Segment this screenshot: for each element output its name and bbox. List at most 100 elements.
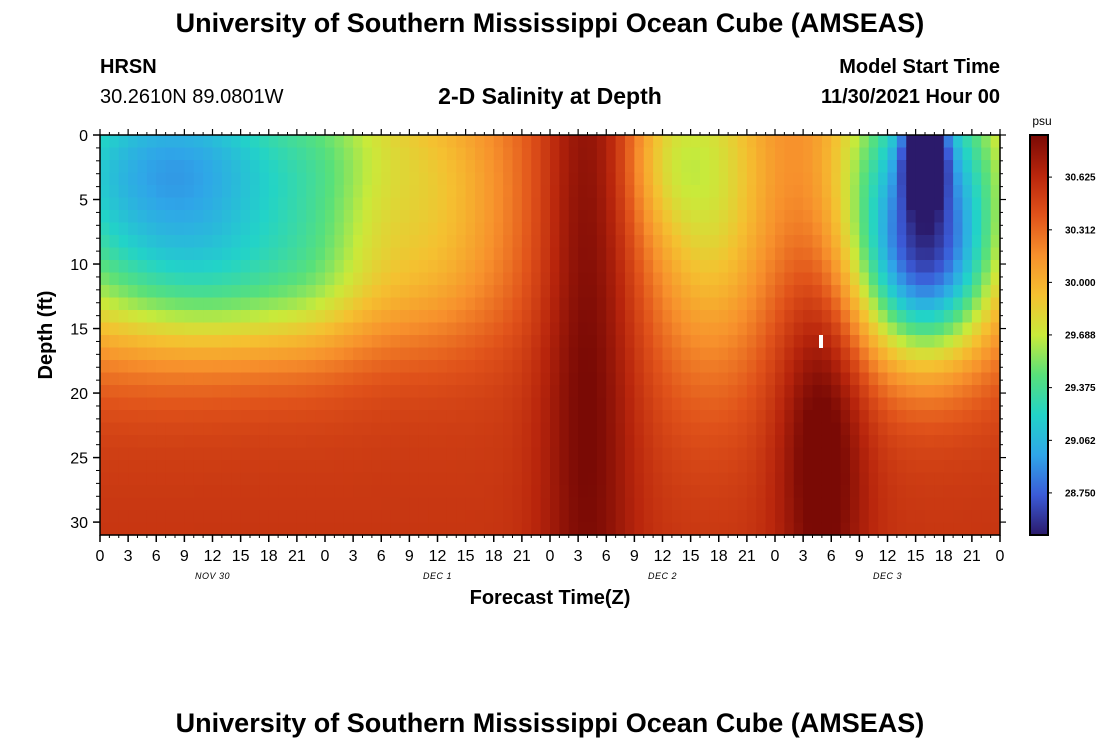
- heatmap-cell: [109, 272, 120, 286]
- heatmap-cell: [175, 322, 185, 336]
- heatmap-cell: [700, 510, 710, 524]
- heatmap-cell: [465, 135, 476, 149]
- heatmap-cell: [512, 447, 523, 461]
- heatmap-cell: [756, 397, 767, 411]
- heatmap-cell: [662, 497, 673, 511]
- heatmap-cell: [212, 197, 223, 211]
- heatmap-cell: [568, 260, 579, 274]
- heatmap-cell: [915, 272, 926, 286]
- heatmap-cell: [268, 210, 279, 224]
- heatmap-cell: [503, 272, 514, 286]
- heatmap-cell: [521, 222, 532, 236]
- heatmap-cell: [203, 235, 214, 249]
- heatmap-cell: [615, 272, 626, 286]
- heatmap-cell: [193, 435, 204, 449]
- heatmap-cell: [484, 397, 495, 411]
- heatmap-cell: [728, 135, 739, 149]
- heatmap-cell: [259, 435, 270, 449]
- heatmap-cell: [503, 247, 514, 261]
- heatmap-cell: [803, 310, 814, 324]
- heatmap-cell: [653, 310, 664, 324]
- heatmap-cell: [484, 260, 495, 274]
- heatmap-cell: [971, 447, 982, 461]
- heatmap-cell: [615, 385, 626, 399]
- heatmap-cell: [859, 272, 870, 286]
- heatmap-cell: [128, 272, 139, 286]
- heatmap-cell: [418, 460, 429, 474]
- heatmap-cell: [765, 447, 776, 461]
- heatmap-cell: [756, 410, 767, 424]
- heatmap-cell: [221, 160, 232, 174]
- heatmap-cell: [503, 135, 514, 149]
- heatmap-cell: [625, 385, 635, 399]
- heatmap-cell: [446, 510, 457, 524]
- heatmap-cell: [634, 222, 645, 236]
- heatmap-cell: [803, 172, 814, 186]
- heatmap-cell: [943, 272, 954, 286]
- colorbar-tick-label: 29.688: [1065, 330, 1096, 341]
- heatmap-cell: [268, 335, 279, 349]
- heatmap-cell: [493, 235, 504, 249]
- heatmap-cell: [765, 322, 776, 336]
- heatmap-cell: [962, 235, 973, 249]
- heatmap-cell: [625, 160, 635, 174]
- heatmap-cell: [700, 197, 710, 211]
- heatmap-cell: [625, 285, 635, 299]
- heatmap-cell: [737, 297, 748, 311]
- heatmap-cell: [362, 447, 373, 461]
- heatmap-cell: [409, 272, 420, 286]
- heatmap-cell: [643, 322, 654, 336]
- heatmap-cell: [287, 297, 298, 311]
- heatmap-cell: [868, 360, 879, 374]
- heatmap-cell: [287, 322, 298, 336]
- heatmap-cell: [812, 485, 823, 499]
- heatmap-cell: [146, 235, 157, 249]
- heatmap-cell: [793, 410, 804, 424]
- heatmap-cell: [662, 510, 673, 524]
- heatmap-cell: [306, 347, 317, 361]
- heatmap-cell: [859, 297, 870, 311]
- heatmap-cell: [756, 472, 767, 486]
- heatmap-cell: [606, 447, 617, 461]
- heatmap-cell: [831, 397, 842, 411]
- heatmap-cell: [606, 385, 617, 399]
- heatmap-cell: [971, 360, 982, 374]
- heatmap-cell: [109, 410, 120, 424]
- heatmap-cell: [231, 197, 242, 211]
- heatmap-cell: [887, 435, 898, 449]
- heatmap-cell: [437, 447, 448, 461]
- heatmap-cell: [203, 310, 214, 324]
- heatmap-cell: [915, 185, 926, 199]
- heatmap-cell: [615, 472, 626, 486]
- heatmap-cell: [953, 335, 964, 349]
- heatmap-cell: [418, 447, 429, 461]
- heatmap-cell: [343, 335, 354, 349]
- heatmap-cell: [981, 410, 992, 424]
- heatmap-cell: [156, 372, 167, 386]
- heatmap-cell: [268, 197, 279, 211]
- heatmap-cell: [709, 197, 720, 211]
- heatmap-cell: [568, 460, 579, 474]
- heatmap-cell: [896, 447, 907, 461]
- heatmap-cell: [990, 385, 1001, 399]
- heatmap-cell: [812, 372, 823, 386]
- heatmap-cell: [850, 460, 860, 474]
- heatmap-cell: [343, 497, 354, 511]
- heatmap-cell: [343, 435, 354, 449]
- heatmap-cell: [353, 210, 364, 224]
- heatmap-cell: [540, 285, 551, 299]
- heatmap-cell: [878, 160, 889, 174]
- heatmap-cell: [803, 410, 814, 424]
- heatmap-cell: [118, 372, 129, 386]
- heatmap-cell: [700, 297, 710, 311]
- heatmap-cell: [343, 272, 354, 286]
- heatmap-cell: [109, 322, 120, 336]
- heatmap-cell: [315, 247, 326, 261]
- heatmap-cell: [353, 422, 364, 436]
- heatmap-cell: [203, 160, 214, 174]
- heatmap-cell: [793, 297, 804, 311]
- heatmap-cell: [325, 422, 335, 436]
- heatmap-cell: [550, 147, 560, 161]
- heatmap-cell: [578, 247, 589, 261]
- heatmap-cell: [465, 247, 476, 261]
